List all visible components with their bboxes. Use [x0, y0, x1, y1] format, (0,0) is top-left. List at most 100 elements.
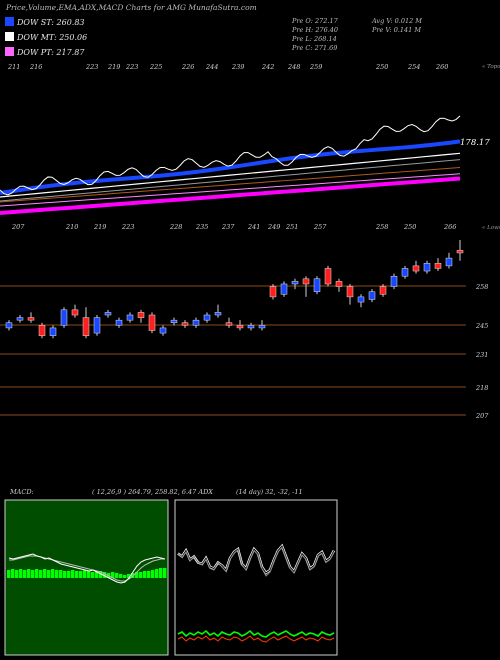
ema-mid-shadow [0, 159, 461, 202]
macd-bar [151, 570, 155, 578]
adx-panel [174, 499, 338, 656]
macd-bar [159, 568, 163, 578]
macd-bar [147, 571, 151, 578]
price-level-label: 231 [475, 351, 488, 359]
ohlc-close: Pre C: 271.69 [292, 44, 338, 52]
macd-bar [47, 570, 51, 578]
lower-axis-label: 266 [443, 223, 456, 231]
price-level-label: 245 [475, 322, 488, 330]
candle-body [291, 281, 299, 285]
candle-body [5, 322, 13, 329]
candle-body [225, 322, 233, 326]
macd-bar [31, 570, 35, 578]
top-axis-label: 260 [435, 63, 448, 71]
candle-body [203, 314, 211, 321]
macd-bar [7, 570, 11, 578]
macd-bar [51, 569, 55, 578]
top-axis-label: 242 [261, 63, 274, 71]
macd-bar [11, 569, 15, 578]
top-axis-label: 211 [7, 63, 20, 71]
macd-bar [135, 572, 139, 578]
macd-bar [127, 574, 131, 578]
candle-body [170, 319, 178, 324]
candle-body [456, 250, 464, 254]
ema-mid-line [0, 152, 461, 198]
lower-axis-labels: 207 210 219 223 228 235 237 241 249 251 257 258 250 2… [11, 223, 500, 231]
macd-panel [4, 499, 169, 656]
avg-volume: Avg V: 0.012 M [372, 17, 422, 25]
candle-body [324, 268, 332, 285]
lower-axis-label: 257 [313, 223, 327, 231]
top-axis-label: 239 [231, 63, 244, 71]
top-axis-caption: « Topo [482, 64, 500, 70]
lower-axis-label: 235 [195, 223, 208, 231]
lower-axis-label: 207 [11, 223, 25, 231]
top-axis-label: 244 [205, 63, 218, 71]
price-close-line [0, 115, 461, 196]
macd-bar [119, 574, 123, 578]
ema-short-line [0, 139, 461, 195]
adx-params: (14 day) 32, -32, -11 [236, 488, 303, 496]
lower-axis-label: 219 [93, 223, 106, 231]
adx-di-plus-line [177, 629, 335, 638]
price-level-label: 218 [475, 384, 488, 392]
candle-body [269, 286, 277, 298]
candle-body [412, 265, 420, 272]
macd-params: ( 12,26,9 ) 264.79, 258.82, 6.47 ADX [92, 488, 213, 496]
legend-dow-st: DOW ST: 260.83 [5, 17, 85, 27]
top-axis-label: 216 [29, 63, 42, 71]
top-axis-label: 225 [149, 63, 162, 71]
candle-body [192, 319, 200, 326]
candle-body [16, 317, 24, 321]
macd-bar [99, 571, 103, 578]
lower-axis-label: 210 [65, 223, 78, 231]
top-axis-label: 223 [85, 63, 98, 71]
lower-axis-label: 258 [375, 223, 388, 231]
price-level-lines: 258 245 231 218 207 [0, 283, 489, 420]
legend-swatch-st [5, 17, 14, 26]
candle-body [236, 325, 244, 329]
adx-di-minus-inner [177, 545, 335, 574]
ohlc-open: Pre O: 272.17 [292, 17, 338, 25]
candle-body [302, 278, 310, 285]
macd-bar [83, 570, 87, 578]
candle-body [445, 257, 453, 267]
legend-swatch-mt [5, 32, 14, 41]
macd-bar [155, 569, 159, 578]
macd-bar [115, 573, 119, 578]
lower-axis-label: 237 [221, 223, 235, 231]
candlesticks [5, 240, 464, 339]
macd-line [8, 553, 166, 584]
legend-dow-pt: DOW PT: 217.87 [5, 47, 84, 57]
macd-label: MACD: [10, 488, 34, 496]
candle-body [258, 325, 266, 329]
ema-long-line [0, 176, 461, 215]
macd-bar [91, 572, 95, 578]
macd-bar [23, 570, 27, 578]
top-axis-label: 248 [287, 63, 300, 71]
macd-bar [59, 570, 63, 578]
lower-axis-label: 228 [169, 223, 182, 231]
candle-body [104, 312, 112, 316]
ohlc-high: Pre H: 276.40 [292, 26, 339, 34]
macd-bar [95, 572, 99, 578]
candle-body [368, 291, 376, 300]
ohlc-low: Pre L: 268.14 [292, 35, 337, 43]
macd-bar [131, 573, 135, 578]
current-ema-value: 178.17 [460, 138, 490, 148]
candle-body [38, 325, 46, 336]
candle-body [313, 278, 321, 292]
macd-signal-line [9, 555, 165, 582]
adx-line [177, 546, 335, 577]
ema-lines: 178.17 [0, 115, 490, 215]
candle-body [93, 317, 101, 334]
ema-long-upper [0, 173, 461, 207]
top-axis-labels: 211 216 223 219 223 225 226 244 239 242 248 259 250 2… [7, 63, 500, 71]
chart-title: Price,Volume,EMA,ADX,MACD Charts for AMG… [6, 3, 257, 12]
top-axis-label: 254 [407, 63, 420, 71]
macd-bar [163, 568, 167, 578]
macd-bar [75, 571, 79, 578]
candle-body [401, 268, 409, 277]
candle-body [335, 281, 343, 287]
